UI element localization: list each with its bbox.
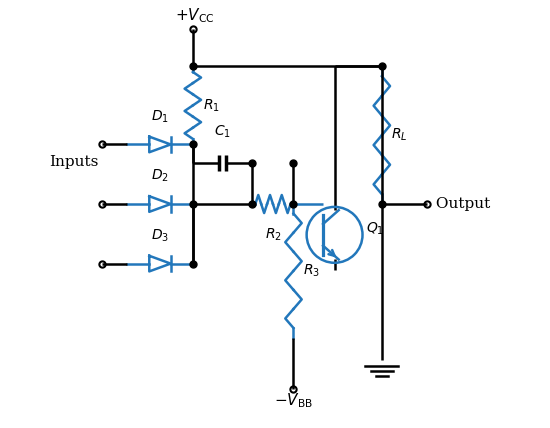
Text: $R_2$: $R_2$: [265, 226, 282, 243]
Text: $D_1$: $D_1$: [151, 108, 169, 125]
Text: $D_2$: $D_2$: [151, 168, 169, 184]
Text: $D_3$: $D_3$: [151, 227, 169, 244]
Text: $+V_{\rm CC}$: $+V_{\rm CC}$: [175, 6, 214, 25]
Text: $R_3$: $R_3$: [302, 263, 320, 279]
Text: Output: Output: [431, 197, 491, 211]
Text: $R_L$: $R_L$: [391, 127, 408, 143]
Text: $Q_1$: $Q_1$: [366, 220, 384, 237]
Text: $R_1$: $R_1$: [203, 97, 220, 113]
Text: $C_1$: $C_1$: [214, 124, 231, 140]
Text: $-V_{\rm BB}$: $-V_{\rm BB}$: [274, 392, 313, 410]
Text: Inputs: Inputs: [49, 155, 98, 169]
